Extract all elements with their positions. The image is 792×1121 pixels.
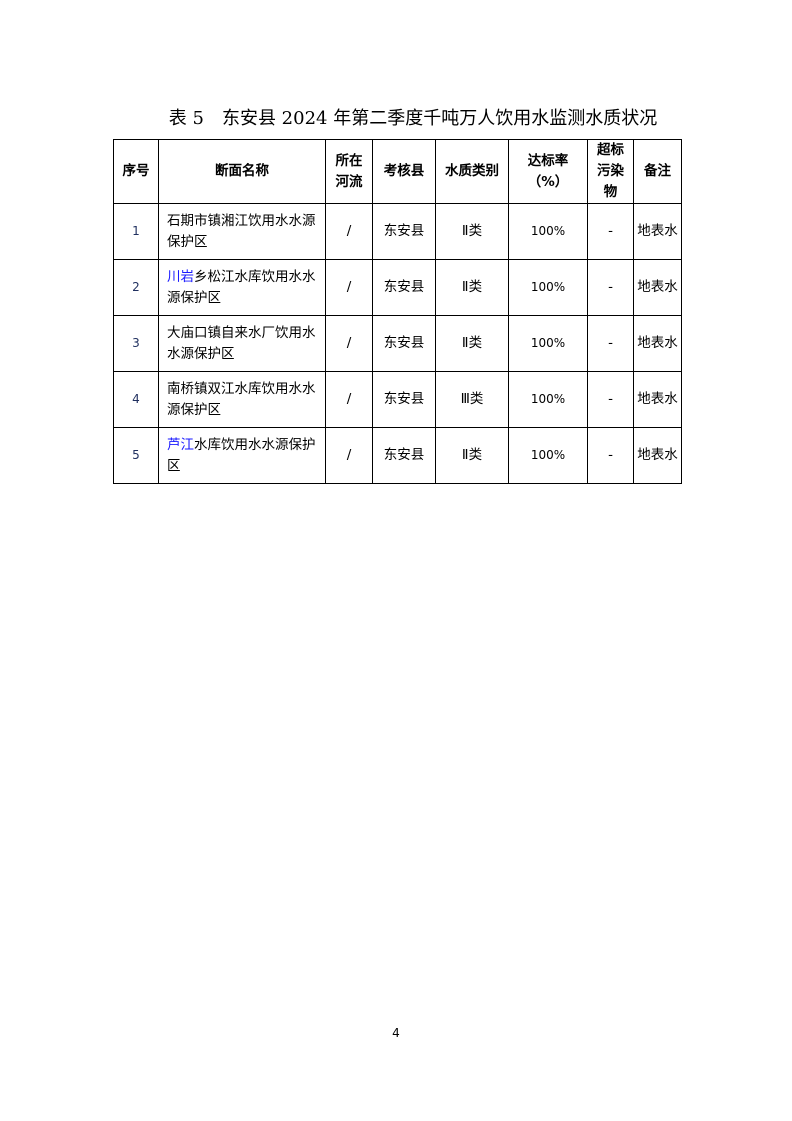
name-text: 石期市镇湘江饮用水水源保护区: [167, 212, 316, 250]
table-title: 表 5 东安县 2024 年第二季度千吨万人饮用水监测水质状况: [168, 108, 658, 129]
cell-no: 2: [113, 259, 159, 316]
table-row: 2 川岩乡松江水库饮用水水源保护区 / 东安县 Ⅱ类 100% - 地表水: [113, 259, 682, 316]
column-header: 水质类别: [435, 139, 509, 204]
cell-rate: 100%: [508, 427, 588, 484]
cell-no: 3: [113, 315, 159, 372]
column-header: 考核县: [372, 139, 436, 204]
cell-note: 地表水: [633, 371, 682, 428]
header-row: 序号 断面名称 所在河流 考核县 水质类别 达标率（%） 超标污染物 备注: [113, 139, 682, 204]
name-text: 大庙口镇自来水厂饮用水水源保护区: [167, 324, 316, 362]
cell-pollutant: -: [587, 427, 634, 484]
table-row: 1 石期市镇湘江饮用水水源保护区 / 东安县 Ⅱ类 100% - 地表水: [113, 203, 682, 260]
table-row: 4 南桥镇双江水库饮用水水源保护区 / 东安县 Ⅲ类 100% - 地表水: [113, 371, 682, 428]
name-text: 乡松江水库饮用水水源保护区: [167, 268, 316, 306]
cell-class: Ⅱ类: [435, 203, 509, 260]
column-header: 断面名称: [158, 139, 326, 204]
name-highlight: 川岩: [167, 268, 194, 285]
cell-rate: 100%: [508, 259, 588, 316]
cell-county: 东安县: [372, 427, 436, 484]
cell-pollutant: -: [587, 371, 634, 428]
cell-note: 地表水: [633, 203, 682, 260]
cell-pollutant: -: [587, 203, 634, 260]
cell-no: 4: [113, 371, 159, 428]
water-quality-table: 序号 断面名称 所在河流 考核县 水质类别 达标率（%） 超标污染物 备注 1 石期市镇湘江饮用…: [113, 139, 682, 484]
cell-name: 南桥镇双江水库饮用水水源保护区: [158, 371, 326, 428]
cell-rate: 100%: [508, 203, 588, 260]
cell-no: 5: [113, 427, 159, 484]
cell-no: 1: [113, 203, 159, 260]
cell-county: 东安县: [372, 315, 436, 372]
column-header: 所在河流: [325, 139, 373, 204]
page-number: 4: [392, 1026, 400, 1040]
cell-rate: 100%: [508, 371, 588, 428]
cell-class: Ⅲ类: [435, 371, 509, 428]
name-text: 南桥镇双江水库饮用水水源保护区: [167, 380, 316, 418]
cell-river: /: [325, 259, 373, 316]
cell-note: 地表水: [633, 315, 682, 372]
cell-pollutant: -: [587, 259, 634, 316]
cell-name: 石期市镇湘江饮用水水源保护区: [158, 203, 326, 260]
cell-river: /: [325, 203, 373, 260]
cell-county: 东安县: [372, 203, 436, 260]
column-header: 备注: [633, 139, 682, 204]
cell-name: 川岩乡松江水库饮用水水源保护区: [158, 259, 326, 316]
cell-county: 东安县: [372, 259, 436, 316]
column-header: 序号: [113, 139, 159, 204]
cell-rate: 100%: [508, 315, 588, 372]
name-text: 水库饮用水水源保护区: [167, 436, 316, 474]
name-highlight: 芦江: [167, 436, 194, 453]
cell-river: /: [325, 427, 373, 484]
cell-note: 地表水: [633, 259, 682, 316]
cell-pollutant: -: [587, 315, 634, 372]
cell-name: 大庙口镇自来水厂饮用水水源保护区: [158, 315, 326, 372]
table-row: 3 大庙口镇自来水厂饮用水水源保护区 / 东安县 Ⅱ类 100% - 地表水: [113, 315, 682, 372]
column-header: 达标率（%）: [508, 139, 588, 204]
cell-note: 地表水: [633, 427, 682, 484]
cell-class: Ⅱ类: [435, 315, 509, 372]
cell-class: Ⅱ类: [435, 259, 509, 316]
cell-county: 东安县: [372, 371, 436, 428]
cell-river: /: [325, 371, 373, 428]
cell-class: Ⅱ类: [435, 427, 509, 484]
column-header: 超标污染物: [587, 139, 634, 204]
table-row: 5 芦江水库饮用水水源保护区 / 东安县 Ⅱ类 100% - 地表水: [113, 427, 682, 484]
cell-name: 芦江水库饮用水水源保护区: [158, 427, 326, 484]
cell-river: /: [325, 315, 373, 372]
